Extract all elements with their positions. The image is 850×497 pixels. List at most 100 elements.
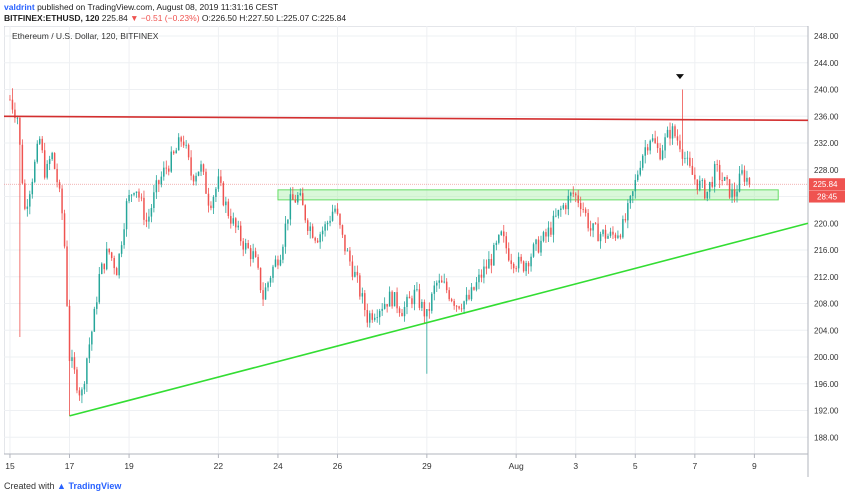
- y-tick-label: 216.00: [814, 246, 839, 255]
- candle-body: [249, 248, 252, 260]
- x-tick-label: 17: [65, 461, 75, 471]
- candle-body: [401, 312, 403, 317]
- candle-body: [180, 137, 182, 142]
- candle-body: [460, 308, 463, 310]
- candle-body: [597, 223, 599, 242]
- candle-body: [103, 263, 105, 270]
- candle-body: [220, 176, 222, 183]
- candle-body: [607, 235, 609, 239]
- candle-body: [515, 268, 517, 270]
- candle-body: [473, 287, 475, 290]
- candle-body: [505, 236, 507, 249]
- candle-body: [170, 151, 172, 172]
- y-tick-label: 188.00: [814, 433, 839, 442]
- candle-body: [148, 216, 150, 222]
- candle-body: [150, 208, 153, 217]
- candle-body: [334, 208, 336, 212]
- candle-body: [671, 126, 674, 139]
- candle-body: [535, 239, 537, 245]
- candle-body: [262, 290, 264, 300]
- candle-body: [155, 180, 158, 193]
- candle-body: [302, 193, 304, 206]
- candle-body: [498, 234, 500, 243]
- candle-body: [398, 308, 401, 313]
- candle-body: [651, 138, 654, 141]
- candle-body: [644, 147, 646, 156]
- candle-body: [746, 177, 748, 182]
- candle-body: [480, 274, 483, 278]
- x-tick-label: 3: [573, 461, 578, 471]
- y-tick-label: 196.00: [814, 380, 839, 389]
- candle-body: [694, 174, 696, 180]
- tradingview-brand[interactable]: TradingView: [68, 481, 122, 491]
- candle-body: [63, 213, 66, 247]
- candle-body: [748, 177, 751, 185]
- candle-body: [617, 235, 619, 238]
- candle-body: [242, 241, 244, 250]
- chart-container[interactable]: 188.00 192.00 196.00 200.00 204.00 208.00 212.…: [3, 25, 846, 477]
- candle-body: [53, 152, 56, 169]
- candle-body: [674, 126, 676, 137]
- candle-body: [416, 289, 418, 291]
- candle-body: [599, 234, 602, 242]
- candle-body: [96, 302, 98, 309]
- candle-body: [458, 306, 460, 309]
- candle-body: [567, 195, 570, 210]
- candle-body: [689, 157, 691, 166]
- candle-body: [622, 219, 624, 238]
- candle-body: [388, 291, 391, 307]
- candle-body: [319, 234, 321, 243]
- candle-body: [639, 167, 641, 175]
- candle-body: [364, 293, 366, 311]
- author-name[interactable]: valdrint: [4, 2, 35, 12]
- candle-body: [443, 281, 445, 283]
- candle-body: [282, 246, 284, 260]
- x-tick-label: Aug: [509, 461, 524, 471]
- candle-body: [369, 313, 371, 323]
- candle-body: [326, 222, 329, 225]
- candle-body: [359, 275, 361, 297]
- candle-body: [217, 176, 220, 189]
- candle-body: [614, 234, 617, 238]
- candle-body: [448, 290, 450, 300]
- candle-body: [455, 305, 458, 307]
- x-tick-label: 24: [273, 461, 283, 471]
- candle-body: [11, 99, 14, 110]
- candle-body: [676, 136, 679, 141]
- candle-body: [475, 282, 478, 290]
- candle-body: [699, 180, 701, 190]
- x-tick-label: 19: [124, 461, 134, 471]
- candle-body: [207, 193, 210, 206]
- high-marker-icon: [675, 74, 684, 80]
- x-tick-label: 22: [214, 461, 224, 471]
- candle-body: [192, 175, 195, 182]
- candle-body: [532, 244, 535, 257]
- candle-body: [383, 304, 386, 309]
- candle-body: [721, 180, 723, 181]
- candle-body: [168, 168, 170, 172]
- candle-body: [56, 168, 58, 183]
- candle-body: [438, 280, 440, 283]
- candle-body: [592, 223, 594, 231]
- candle-body: [738, 173, 741, 192]
- candle-body: [679, 140, 681, 150]
- candle-body: [66, 246, 68, 306]
- candle-body: [716, 164, 718, 165]
- price-chart[interactable]: 188.00 192.00 196.00 200.00 204.00 208.00 212.…: [3, 25, 846, 477]
- candle-body: [351, 261, 354, 277]
- candle-body: [731, 189, 733, 198]
- candle-body: [594, 223, 597, 225]
- candle-body: [708, 181, 711, 192]
- candle-body: [267, 282, 269, 288]
- candle-body: [423, 301, 426, 317]
- candle-body: [98, 273, 101, 303]
- candle-body: [190, 157, 192, 176]
- candle-body: [130, 194, 133, 196]
- candle-body: [440, 280, 443, 283]
- candle-body: [225, 201, 227, 206]
- candle-body: [488, 258, 490, 269]
- candle-body: [88, 344, 91, 359]
- candle-body: [718, 164, 721, 181]
- candle-body: [252, 251, 254, 260]
- candle-body: [274, 259, 277, 267]
